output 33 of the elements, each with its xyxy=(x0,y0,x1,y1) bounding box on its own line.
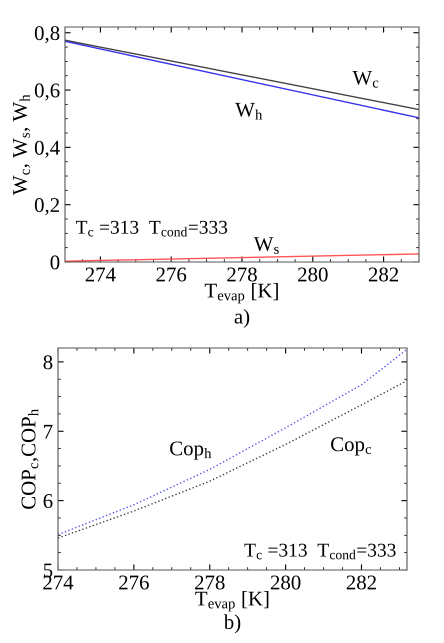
x-tick-label: 280 xyxy=(298,267,328,282)
annotation: T$_{c}$ =313 T$_{cond}$=333 xyxy=(76,220,228,236)
text: b) xyxy=(224,614,240,634)
y-tick-label: 5 xyxy=(44,564,52,578)
x-tick-label: 276 xyxy=(119,576,149,590)
y-tick-label: 6 xyxy=(44,494,53,508)
y-tick-label: 0,4 xyxy=(34,140,60,158)
text: a) xyxy=(234,309,250,328)
x-axis-title: T$_{evap}$ [K] xyxy=(204,282,278,304)
y-axis-title: W$_{c}$, W$_{s}$, W$_{h}$ xyxy=(13,94,30,196)
x-tick-label: 280 xyxy=(270,575,300,590)
x-tick-label: 278 xyxy=(227,267,257,282)
y-tick-label: 0,6 xyxy=(34,83,60,100)
y-tick-label: 7 xyxy=(44,424,53,438)
x-tick-label: 274 xyxy=(86,268,116,282)
x-tick-label: 276 xyxy=(156,268,186,282)
series-label: W$_{c}$ xyxy=(352,70,378,88)
x-tick-label: 282 xyxy=(346,575,376,590)
y-tick-label: 0,2 xyxy=(34,198,59,216)
series-label: W$_{h}$ xyxy=(235,102,262,120)
x-axis-title: T$_{evap}$ [K] xyxy=(195,590,268,612)
x-tick-label: 274 xyxy=(43,576,74,590)
series-label: W$_{s}$ xyxy=(254,237,279,254)
y-axis-title: COP$_{c}$,COP$_{h}$ xyxy=(22,409,39,509)
x-tick-label: 282 xyxy=(368,267,398,282)
line-series xyxy=(58,380,407,539)
annotation: T$_{c}$ =313 T$_{cond}$=333 xyxy=(244,544,396,560)
series-label: Cop$_{h}$ xyxy=(170,441,212,460)
y-tick-label: 0,8 xyxy=(34,26,60,44)
x-tick-label: 278 xyxy=(195,575,225,590)
series-label: Cop$_{c}$ xyxy=(331,437,372,456)
y-tick-label: 8 xyxy=(44,355,52,370)
y-tick-label: 0 xyxy=(50,255,60,270)
